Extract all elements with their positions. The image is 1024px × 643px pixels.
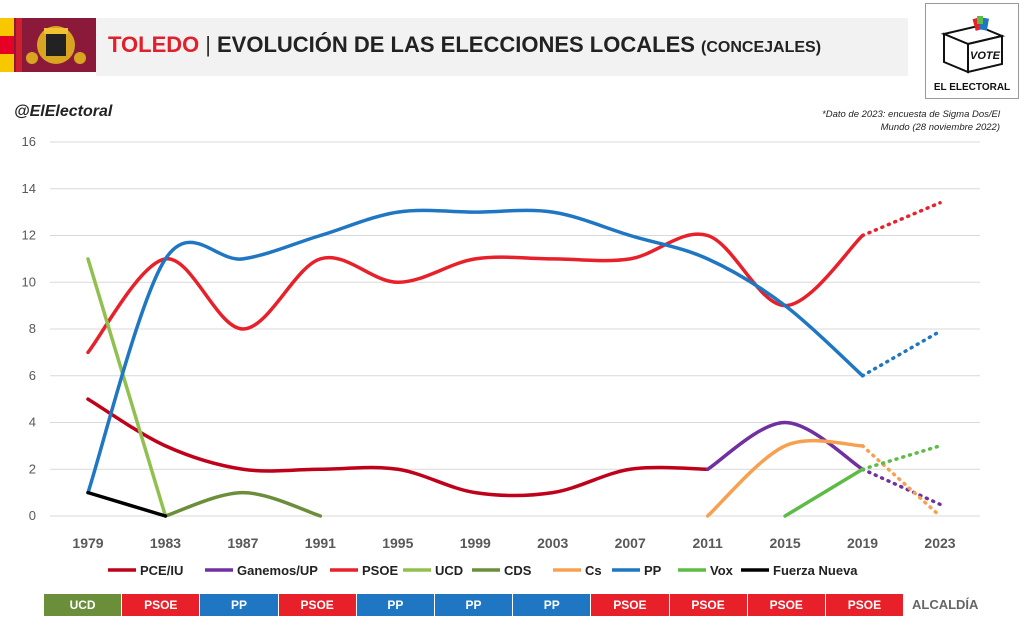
line-chart: 0 2 4 6 8 10 12 14 16 1979 1983 1987 1991 1995 1999 200… (22, 134, 980, 578)
header-band (96, 18, 908, 76)
y-tick-label: 2 (29, 461, 36, 476)
series-projection-pp (860, 329, 942, 378)
mayor-cell: PSOE (669, 594, 748, 616)
title-city: TOLEDO (108, 32, 200, 57)
y-tick-label: 4 (29, 415, 36, 430)
y-tick-label: 16 (22, 134, 36, 149)
title-main: EVOLUCIÓN DE LAS ELECCIONES LOCALES (216, 32, 695, 57)
series-line-pce-iu (86, 397, 710, 498)
legend-label-pce-iu: PCE/IU (140, 563, 183, 578)
y-tick-label: 0 (29, 508, 36, 523)
series-line-cds (163, 490, 323, 518)
legend-label-pp: PP (644, 563, 662, 578)
y-tick-label: 8 (29, 321, 36, 336)
title-subtitle: (CONCEJALES) (701, 39, 822, 56)
mayor-label: ALCALDÍA (912, 597, 979, 612)
legend-label-ucd: UCD (435, 563, 463, 578)
y-tick-label: 14 (22, 181, 36, 196)
legend-label-psoe: PSOE (362, 563, 398, 578)
title-separator: | (205, 32, 211, 57)
twitter-handle: @ElElectoral (14, 103, 113, 120)
mayor-cell: PSOE (591, 594, 670, 616)
mayor-cell: PSOE (122, 594, 201, 616)
x-tick-label: 2019 (847, 535, 878, 551)
series-projection-ganemos-up (860, 467, 942, 507)
mayor-row: UCD PSOE PP PSOE PP PP PP PSOE PSOE PSOE PSOE (44, 594, 905, 616)
logo-vote-text: VOTE (970, 50, 1001, 62)
x-tick-label: 1979 (72, 535, 103, 551)
series-line-vox (783, 467, 865, 518)
legend-label-cs: Cs (585, 563, 602, 578)
x-tick-label: 1999 (460, 535, 491, 551)
series-line-pp (86, 208, 865, 495)
series-line-ucd (86, 257, 168, 518)
series-projection-cs (860, 444, 942, 518)
x-tick-label: 2015 (770, 535, 801, 551)
footnote: *Dato de 2023: encuesta de Sigma Dos/El … (822, 109, 1000, 133)
y-tick-label: 12 (22, 228, 36, 243)
series-projection-vox (860, 444, 942, 471)
legend-label-vox: Vox (710, 563, 734, 578)
x-tick-label: 2007 (615, 535, 646, 551)
x-tick-label: 1995 (382, 535, 413, 551)
mayor-cell: PSOE (825, 594, 905, 616)
x-tick-label: 1987 (227, 535, 258, 551)
x-tick-label: 2011 (692, 535, 723, 551)
series-line-ganemos-up (705, 420, 865, 471)
logo-brand-text: EL ELECTORAL (934, 82, 1010, 93)
mayor-cell: UCD (44, 594, 123, 616)
mayor-cell: PP (434, 594, 514, 616)
series-projection-psoe (860, 201, 942, 238)
mayor-cell: PSOE (747, 594, 826, 616)
legend-label-ganemos-up: Ganemos/UP (237, 563, 318, 578)
x-tick-label: 2003 (537, 535, 568, 551)
mayor-cell: PSOE (278, 594, 357, 616)
legend-label-fuerza-nueva: Fuerza Nueva (773, 563, 858, 578)
mayor-cell: PP (356, 594, 435, 616)
x-tick-label: 2023 (924, 535, 955, 551)
el-electoral-logo: VOTE EL ELECTORAL (925, 3, 1019, 99)
series-line-psoe (86, 232, 865, 355)
y-tick-label: 6 (29, 368, 36, 383)
y-tick-label: 10 (22, 274, 36, 289)
page-title: TOLEDO | EVOLUCIÓN DE LAS ELECCIONES LOCAL… (108, 32, 821, 58)
x-tick-label: 1991 (305, 535, 336, 551)
series-line-cs (705, 438, 865, 518)
x-tick-label: 1983 (150, 535, 181, 551)
toledo-flag-icon (0, 18, 96, 72)
mayor-cell: PP (513, 594, 592, 616)
ballot-box-icon: VOTE EL ELECTORAL (934, 16, 1010, 93)
legend-label-cds: CDS (504, 563, 532, 578)
series-line-fuerza-nueva (86, 490, 168, 518)
mayor-cell: PP (200, 594, 279, 616)
header: TOLEDO | EVOLUCIÓN DE LAS ELECCIONES LOCAL… (0, 0, 1024, 99)
